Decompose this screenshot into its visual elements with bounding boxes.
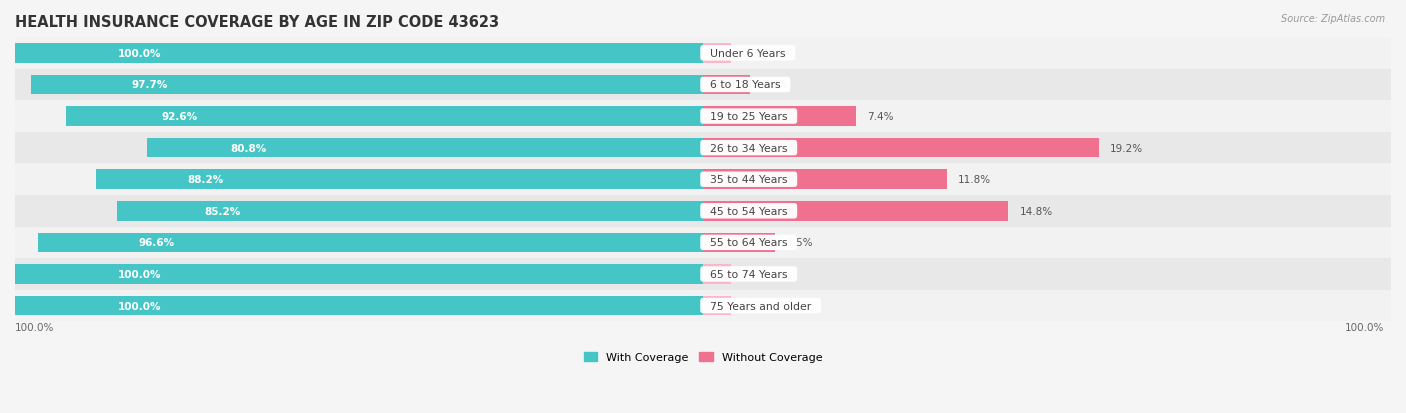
Bar bbox=[703, 44, 731, 64]
Bar bbox=[117, 202, 703, 221]
Text: 97.7%: 97.7% bbox=[132, 80, 169, 90]
Bar bbox=[15, 227, 1391, 259]
Bar bbox=[31, 76, 703, 95]
Bar bbox=[148, 138, 703, 158]
Text: 75 Years and older: 75 Years and older bbox=[703, 301, 818, 311]
Text: 65 to 74 Years: 65 to 74 Years bbox=[703, 269, 794, 279]
Legend: With Coverage, Without Coverage: With Coverage, Without Coverage bbox=[579, 348, 827, 367]
Text: 85.2%: 85.2% bbox=[205, 206, 240, 216]
Text: 14.8%: 14.8% bbox=[1019, 206, 1053, 216]
Bar bbox=[66, 107, 703, 126]
Text: 6 to 18 Years: 6 to 18 Years bbox=[703, 80, 787, 90]
Text: Source: ZipAtlas.com: Source: ZipAtlas.com bbox=[1281, 14, 1385, 24]
Bar bbox=[15, 259, 1391, 290]
Bar bbox=[15, 69, 1391, 101]
Text: 100.0%: 100.0% bbox=[15, 322, 55, 332]
Bar bbox=[15, 133, 1391, 164]
Bar bbox=[703, 265, 731, 284]
Bar bbox=[703, 170, 946, 190]
Bar bbox=[15, 290, 1391, 322]
Bar bbox=[703, 107, 856, 126]
Bar bbox=[15, 101, 1391, 133]
Text: 26 to 34 Years: 26 to 34 Years bbox=[703, 143, 794, 153]
Bar bbox=[703, 202, 1008, 221]
Bar bbox=[96, 170, 703, 190]
Bar bbox=[15, 38, 1391, 69]
Text: 35 to 44 Years: 35 to 44 Years bbox=[703, 175, 794, 185]
Text: 19.2%: 19.2% bbox=[1111, 143, 1143, 153]
Text: 11.8%: 11.8% bbox=[957, 175, 991, 185]
Bar bbox=[703, 233, 775, 253]
Bar bbox=[38, 233, 703, 253]
Bar bbox=[703, 138, 1099, 158]
Text: 55 to 64 Years: 55 to 64 Years bbox=[703, 238, 794, 248]
Text: 0.0%: 0.0% bbox=[741, 49, 768, 59]
Text: 96.6%: 96.6% bbox=[138, 238, 174, 248]
Text: 88.2%: 88.2% bbox=[187, 175, 224, 185]
Text: 45 to 54 Years: 45 to 54 Years bbox=[703, 206, 794, 216]
Text: 2.3%: 2.3% bbox=[762, 80, 787, 90]
Text: 7.4%: 7.4% bbox=[866, 112, 893, 122]
Text: 19 to 25 Years: 19 to 25 Years bbox=[703, 112, 794, 122]
Bar bbox=[15, 296, 703, 316]
Text: HEALTH INSURANCE COVERAGE BY AGE IN ZIP CODE 43623: HEALTH INSURANCE COVERAGE BY AGE IN ZIP … bbox=[15, 15, 499, 30]
Text: 100.0%: 100.0% bbox=[1344, 322, 1384, 332]
Bar bbox=[15, 164, 1391, 195]
Text: 0.0%: 0.0% bbox=[741, 269, 768, 279]
Text: 80.8%: 80.8% bbox=[231, 143, 267, 153]
Bar bbox=[15, 195, 1391, 227]
Text: 92.6%: 92.6% bbox=[162, 112, 198, 122]
Bar bbox=[15, 265, 703, 284]
Bar bbox=[703, 296, 731, 316]
Text: 100.0%: 100.0% bbox=[118, 49, 162, 59]
Bar bbox=[15, 44, 703, 64]
Bar bbox=[703, 76, 751, 95]
Text: 100.0%: 100.0% bbox=[118, 301, 162, 311]
Text: Under 6 Years: Under 6 Years bbox=[703, 49, 793, 59]
Text: 3.5%: 3.5% bbox=[786, 238, 813, 248]
Text: 0.0%: 0.0% bbox=[741, 301, 768, 311]
Text: 100.0%: 100.0% bbox=[118, 269, 162, 279]
